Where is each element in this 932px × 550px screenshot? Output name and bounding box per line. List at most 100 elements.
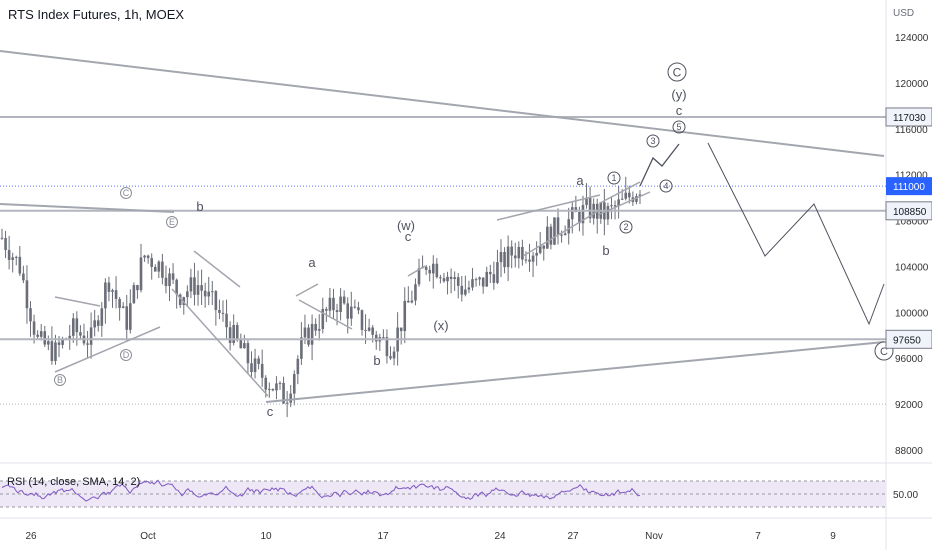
wave-label-circle [619,220,633,234]
x-tick-label: 24 [494,531,506,542]
y-tick-label: 92000 [895,400,923,411]
candle-body [71,318,75,336]
price-level-box [885,329,932,349]
candle-body [392,351,396,359]
candle-body [585,197,588,206]
current-price-box [886,177,932,196]
candle-body [531,255,535,262]
x-tick-label: 10 [260,531,272,542]
candle-body [136,285,139,291]
candle-body [189,277,193,292]
trend-line [0,50,885,157]
candle-body [7,249,11,260]
candle-body [374,334,378,342]
candle-body [200,285,203,291]
candle-body [32,321,36,335]
candle-body [0,237,4,239]
candle-body [36,334,39,337]
y-tick-label: 104000 [895,262,929,273]
current-price-label: 111000 [893,182,925,193]
candle-body [332,297,335,311]
candle-body [399,327,403,332]
candle-body [620,198,624,200]
price-level-box [885,201,932,221]
y-tick-label: 112000 [895,171,928,182]
projection-line [707,142,885,326]
chart-title: RTS Index Futures, 1h, MOEX [8,7,185,22]
candle-body [218,310,221,313]
candle-body [453,277,456,280]
candle-body [335,310,339,312]
candle-body [613,205,617,207]
candle-body [300,337,303,359]
candle-body [100,308,104,326]
candle-body [271,388,275,391]
candle-body [107,282,111,292]
candle-body [79,332,82,336]
rsi-indicator-label[interactable]: RSI (14, close, SMA, 14, 2) [7,476,141,488]
wave-label: 4 [663,181,668,191]
wave-label-circle [166,216,178,228]
candle-body [114,290,118,300]
candle-body [153,266,157,272]
x-tick-label: Oct [140,531,156,542]
candle-body [471,279,474,288]
price-level-labels: 117030 111000 108850 97650 [885,107,932,349]
candle-body [4,238,7,250]
candle-body [549,226,553,245]
candle-body [175,279,178,295]
price-level-box [885,107,932,127]
candle-body [310,323,314,345]
candle-body [496,262,499,283]
candle-body [186,291,189,298]
candle-body [164,277,168,287]
candle-body [560,234,563,236]
candle-body [246,343,250,364]
candle-body [610,205,613,207]
candle-body [264,377,268,390]
candle-body [535,252,538,256]
candle-body [93,320,96,328]
time-axis[interactable]: 26 Oct 10 17 24 27 Nov 7 9 [25,531,836,542]
wave-label-circle [659,179,673,193]
candle-body [210,291,214,293]
y-tick-label: 124000 [895,33,929,44]
candle-body [581,205,585,224]
trend-line [522,209,601,257]
candle-body [43,331,47,345]
candle-body [143,255,146,258]
candle-body [489,271,492,275]
candle-body [574,207,578,213]
candle-body [39,331,43,337]
wave-label-circle [672,120,686,134]
candle-body [235,324,239,339]
y-tick-label: 108000 [895,217,929,228]
candle-body [171,273,175,280]
candle-body [125,306,129,330]
candle-body [506,246,510,268]
trend-line [171,288,269,397]
candle-body [546,226,549,249]
candle-body [431,263,435,274]
trend-line [265,341,885,403]
x-tick-label: 17 [377,531,389,542]
wave-label-circle [667,62,687,82]
candle-body [196,285,200,295]
candle-body [474,279,478,281]
wave-label: (w) [397,218,415,233]
candle-body [11,257,14,260]
candle-body [239,338,243,349]
candle-body [563,233,567,236]
candle-body [139,257,143,291]
candle-body [460,285,464,295]
candle-body [467,287,471,290]
candle-body [485,271,489,287]
candle-body [325,309,328,311]
projection-line [639,143,680,187]
price-axis[interactable]: 124000 120000 116000 112000 108000 104000 1000… [895,33,929,457]
wave-label: (x) [433,318,448,333]
trend-line [54,326,161,373]
wave-label: C [123,188,130,198]
wave-label: c [676,103,683,118]
